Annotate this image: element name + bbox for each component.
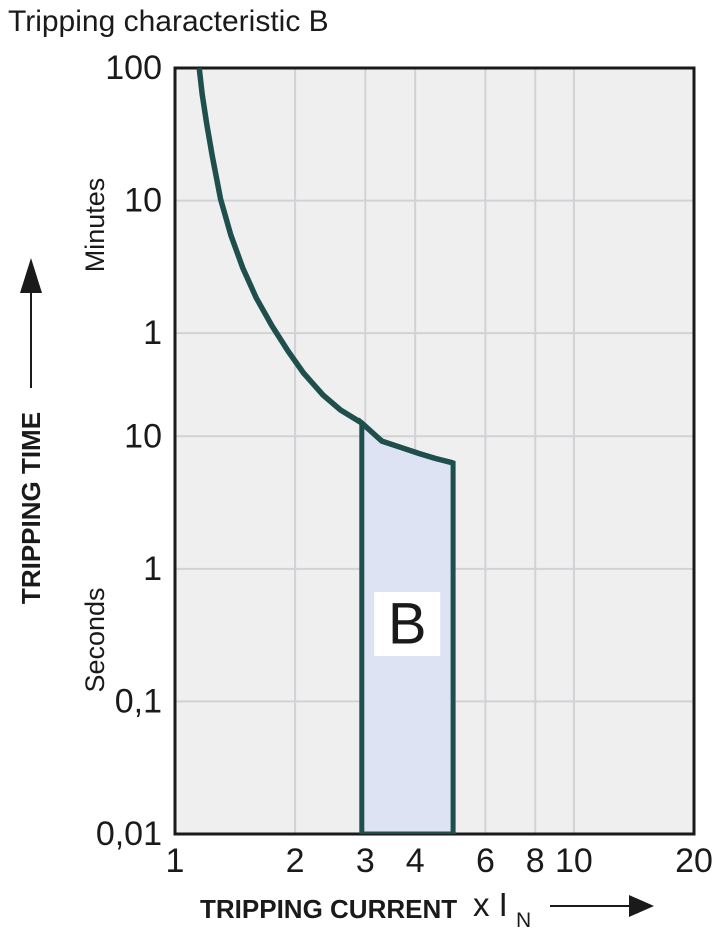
x-tick-label: 2 xyxy=(286,842,305,880)
y-tick-label: 0,01 xyxy=(96,815,162,853)
x-tick-label: 8 xyxy=(526,842,545,880)
x-tick-label: 3 xyxy=(356,842,375,880)
y-unit-seconds-label: Seconds xyxy=(80,587,110,692)
band-label-box xyxy=(374,591,441,656)
x-tick-label: 10 xyxy=(555,842,593,880)
y-axis-title: TRIPPING TIME xyxy=(16,412,46,604)
y-tick-label: 10 xyxy=(124,182,162,220)
right-arrow-icon xyxy=(550,895,654,917)
x-tick-label: 20 xyxy=(675,842,713,880)
x-tick-label: 1 xyxy=(166,842,185,880)
chart-title: Tripping characteristic B xyxy=(8,5,329,38)
up-arrow-icon xyxy=(20,258,42,388)
y-tick-label: 1 xyxy=(143,550,162,588)
x-axis-title: TRIPPING CURRENT xyxy=(200,894,457,924)
tripping-curve xyxy=(196,68,454,466)
y-tick-label: 10 xyxy=(124,417,162,455)
x-tick-label: 4 xyxy=(406,842,425,880)
y-tick-label: 1 xyxy=(143,314,162,352)
x-unit-label: x I xyxy=(473,886,508,923)
x-unit-subscript: N xyxy=(516,909,531,932)
y-tick-label: 100 xyxy=(105,49,162,87)
band-label: B xyxy=(388,591,427,656)
y-unit-minutes-label: Minutes xyxy=(80,178,110,273)
x-tick-label: 6 xyxy=(476,842,495,880)
y-tick-label: 0,1 xyxy=(115,682,162,720)
